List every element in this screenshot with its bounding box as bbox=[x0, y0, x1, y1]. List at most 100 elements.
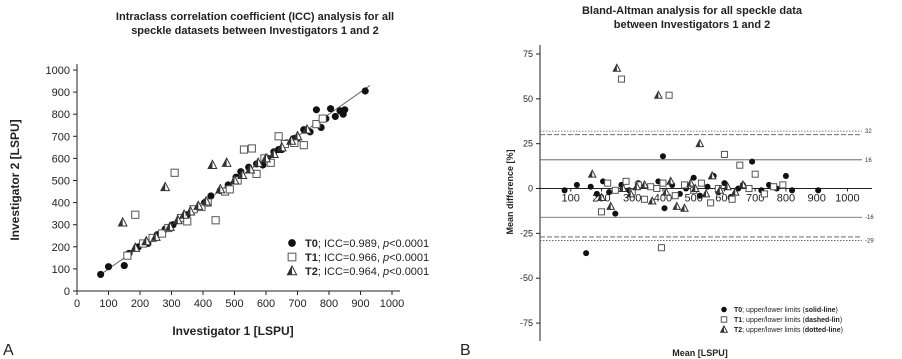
panel-a-point-t2-shade bbox=[222, 158, 227, 167]
panel-b-limit-label: -29 bbox=[865, 239, 874, 245]
panel-a-point-t1 bbox=[312, 120, 321, 129]
panel-a-legend-t0: T0; ICC=0.989, p<0.0001 bbox=[305, 238, 429, 250]
panel-b-point-t0 bbox=[612, 210, 619, 217]
panel-a-point-t2-shade bbox=[193, 201, 199, 210]
panel-b-series-t2 bbox=[587, 63, 748, 212]
panel-b-point-t0 bbox=[749, 158, 756, 165]
panel-b-legend-t0-part-2: solid-line bbox=[805, 307, 836, 314]
panel-b-point-t2-shade bbox=[607, 202, 611, 210]
panel-b-point-t2-shade bbox=[662, 188, 667, 196]
panel-b-point-t1 bbox=[770, 183, 778, 191]
panel-b-point-t0 bbox=[583, 250, 590, 257]
panel-b-point-t1 bbox=[745, 184, 753, 193]
panel-b-x-tick-label: 700 bbox=[746, 193, 764, 205]
panel-b-point-t0 bbox=[659, 153, 666, 160]
panel-b-legend-t0-part-1: ; upper/lower limits ( bbox=[742, 307, 805, 314]
panel-a-y-tick-label: 200 bbox=[52, 242, 70, 254]
panel-a-x-tick-label: 400 bbox=[194, 298, 212, 310]
panel-b-legend-t2: T2; upper/lower limits (dotted-line) bbox=[734, 327, 843, 334]
panel-b-legend-marker-t2-shade bbox=[720, 325, 724, 333]
panel-a-point-t2-shade bbox=[208, 160, 213, 169]
panel-a-point-t0 bbox=[327, 105, 335, 113]
panel-b-title-line-2: between Investigators 1 and 2 bbox=[614, 19, 771, 31]
panel-b-title-line-1: Bland-Altman analysis for all speckle da… bbox=[582, 5, 803, 17]
panel-a-x-axis-label: Investigator 1 [LSPU] bbox=[172, 324, 293, 338]
panel-b-point-t0 bbox=[573, 181, 580, 188]
panel-b-limit-label: 32 bbox=[865, 129, 872, 135]
panel-a-point-t1 bbox=[247, 144, 256, 153]
panel-b-point-t0 bbox=[782, 172, 789, 179]
panel-b-point-t2-shade bbox=[673, 202, 677, 210]
panel-b-point-t2-shade bbox=[702, 189, 706, 197]
panel-a-point-t2-shade bbox=[160, 182, 166, 191]
panel-b-point-t1 bbox=[720, 150, 728, 158]
panel-a-y-tick-label: 300 bbox=[52, 220, 70, 232]
panel-b-point-t0 bbox=[561, 187, 568, 194]
panel-b-point-t1 bbox=[680, 181, 689, 189]
panel-a-point-t0 bbox=[97, 270, 105, 278]
panel-a-point-t0 bbox=[207, 192, 215, 200]
panel-b-point-t0 bbox=[789, 187, 796, 194]
panel-a-y-tick-label: 600 bbox=[52, 153, 70, 165]
panel-a-y-tick-label: 500 bbox=[52, 176, 70, 188]
panel-b-point-t1 bbox=[617, 75, 625, 83]
panel-a-series-t2 bbox=[117, 123, 313, 252]
panel-b-point-t2-shade bbox=[708, 171, 713, 179]
panel-a-x-tick-label: 600 bbox=[257, 298, 275, 310]
panel-b-point-t1 bbox=[760, 190, 768, 198]
panel-a-legend-t0-part-1: ; ICC=0.989, bbox=[318, 238, 383, 250]
panel-a: Intraclass correlation coefficient (ICC)… bbox=[3, 11, 404, 359]
panel-b-legend-marker-t1 bbox=[720, 316, 728, 323]
panel-b-x-tick-label: 800 bbox=[777, 193, 795, 205]
panel-b-point-t1 bbox=[653, 184, 661, 193]
panel-b-letter: B bbox=[460, 342, 471, 359]
panel-b-point-t1 bbox=[597, 208, 606, 216]
panel-b-point-t2-shade bbox=[588, 170, 593, 178]
panel-b-point-t1 bbox=[728, 195, 736, 203]
panel-a-point-t0 bbox=[120, 262, 128, 270]
panel-a-point-t1 bbox=[274, 132, 283, 141]
panel-b-legend-t2-part-1: ; upper/lower limits ( bbox=[742, 327, 805, 334]
panel-a-y-tick-label: 100 bbox=[52, 264, 70, 276]
panel-a-point-t0 bbox=[361, 87, 369, 95]
panel-b-point-t1 bbox=[659, 179, 667, 187]
panel-b-point-t2-shade bbox=[619, 184, 623, 192]
panel-a-point-t1 bbox=[239, 145, 249, 154]
panel-b-y-tick-label: 50 bbox=[523, 94, 533, 104]
panel-a-point-t1 bbox=[318, 114, 327, 123]
panel-b-legend-marker-t0 bbox=[721, 306, 727, 313]
panel-b-point-t0 bbox=[696, 192, 703, 199]
panel-b-point-t2-shade bbox=[731, 188, 736, 196]
panel-a-point-t2-shade bbox=[286, 136, 292, 145]
panel-a-point-t2-shade bbox=[269, 149, 274, 158]
panel-a-letter: A bbox=[3, 342, 14, 359]
panel-a-y-tick-label: 0 bbox=[64, 286, 70, 298]
panel-b-point-t0 bbox=[593, 190, 600, 197]
panel-a-point-t2-shade bbox=[130, 243, 136, 252]
panel-a-point-t0 bbox=[341, 106, 349, 114]
panel-a-legend-marker-t2-shade bbox=[287, 265, 292, 275]
panel-a-point-t1 bbox=[131, 210, 140, 219]
panel-b-point-t0 bbox=[661, 205, 668, 212]
panel-a-legend-t2: T2; ICC=0.964, p<0.0001 bbox=[305, 266, 429, 278]
panel-a-x-tick-label: 100 bbox=[99, 298, 117, 310]
panel-b-point-t1 bbox=[647, 183, 655, 191]
panel-a-point-t1 bbox=[299, 141, 308, 150]
panel-a-point-t1 bbox=[266, 158, 275, 167]
panel-a-point-t1 bbox=[252, 169, 261, 178]
panel-b-x-tick-label: 900 bbox=[807, 193, 825, 205]
panel-a-x-tick-label: 0 bbox=[74, 298, 80, 310]
panel-b-point-t0 bbox=[606, 189, 613, 196]
panel-b-point-t2-shade bbox=[680, 204, 685, 212]
panel-b-point-t2-shade bbox=[739, 180, 743, 188]
panel-b-y-tick-label: -25 bbox=[520, 228, 533, 238]
panel-a-point-t2-shade bbox=[165, 222, 170, 231]
panel-b-point-t0 bbox=[704, 183, 711, 190]
panel-a-point-t2-shade bbox=[277, 142, 282, 151]
panel-a-legend-t2-part-2: p bbox=[382, 266, 389, 278]
panel-a-y-tick-label: 800 bbox=[52, 109, 70, 121]
panel-b-legend-t1-part-2: dashed-lin bbox=[805, 317, 840, 324]
panel-a-legend-t1: T1; ICC=0.966, p<0.0001 bbox=[305, 252, 429, 264]
panel-a-x-tick-label: 900 bbox=[351, 298, 369, 310]
panel-a-point-t2-shade bbox=[302, 124, 307, 134]
